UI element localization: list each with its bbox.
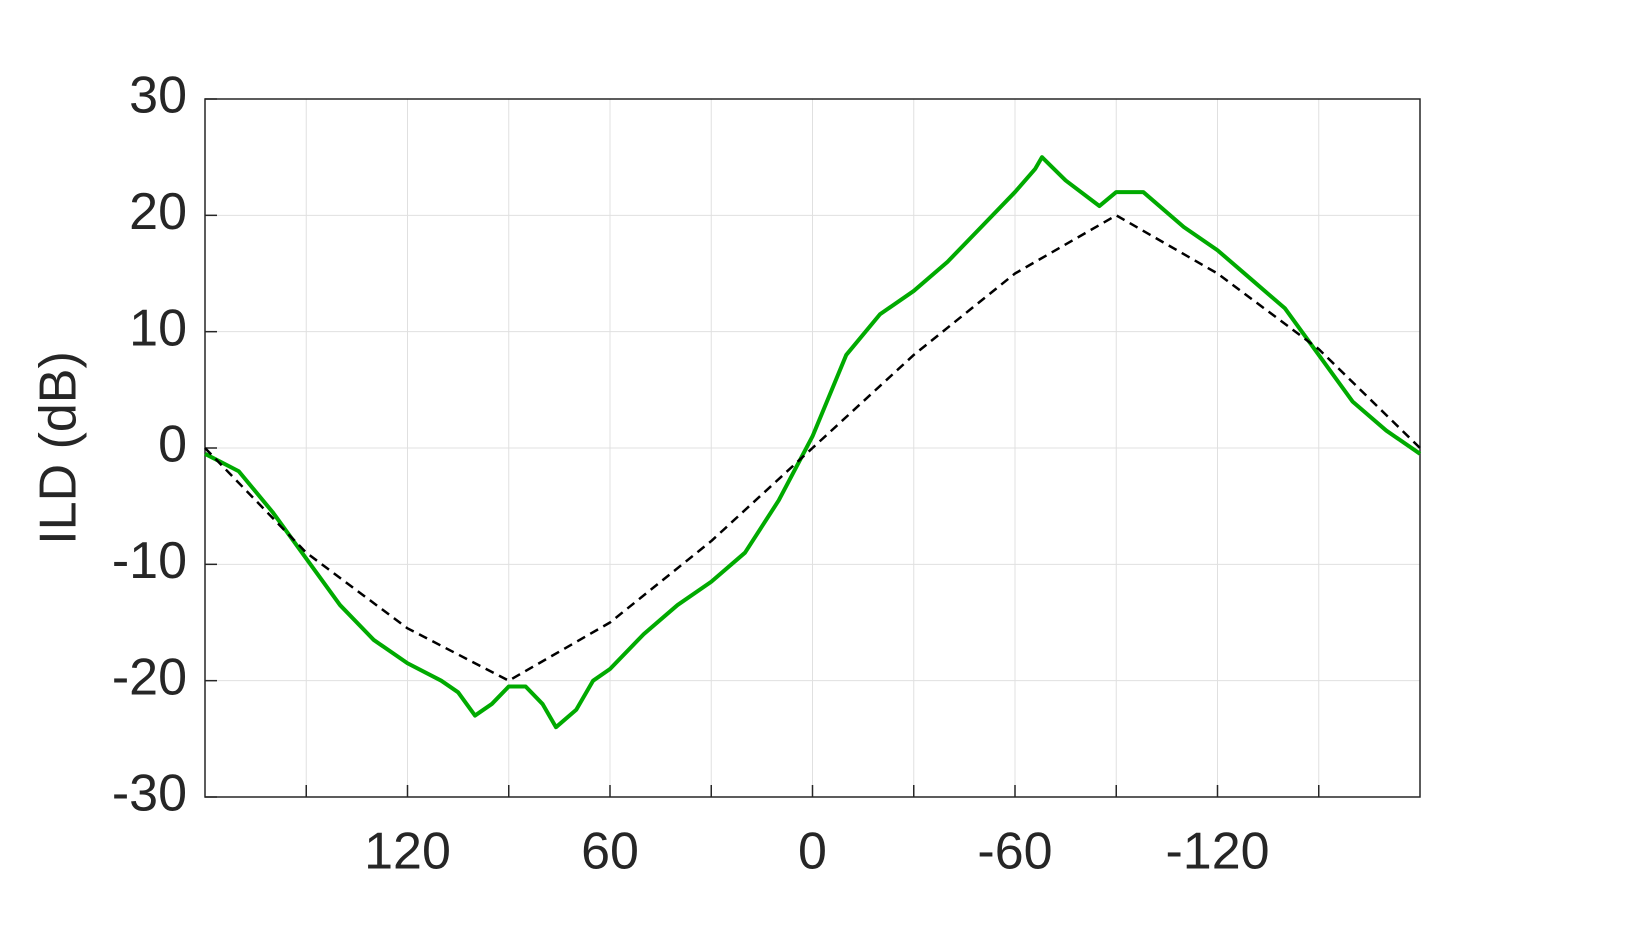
y-tick-label: 0 (158, 416, 187, 474)
y-axis-label: ILD (dB) (30, 351, 88, 545)
y-tick-label: -30 (112, 765, 187, 823)
y-tick-label: 10 (129, 299, 187, 357)
y-tick-label: -10 (112, 532, 187, 590)
x-tick-label: 0 (798, 823, 827, 881)
x-tick-label: 60 (581, 823, 639, 881)
data-line (204, 214, 1421, 682)
x-tick-label: 120 (364, 823, 451, 881)
y-tick-label: 30 (129, 67, 187, 125)
y-tick-label: 20 (129, 183, 187, 241)
data-line (204, 155, 1422, 730)
y-tick-label: -20 (112, 648, 187, 706)
x-tick-label: -60 (977, 823, 1052, 881)
x-tick-label: -120 (1165, 823, 1269, 881)
